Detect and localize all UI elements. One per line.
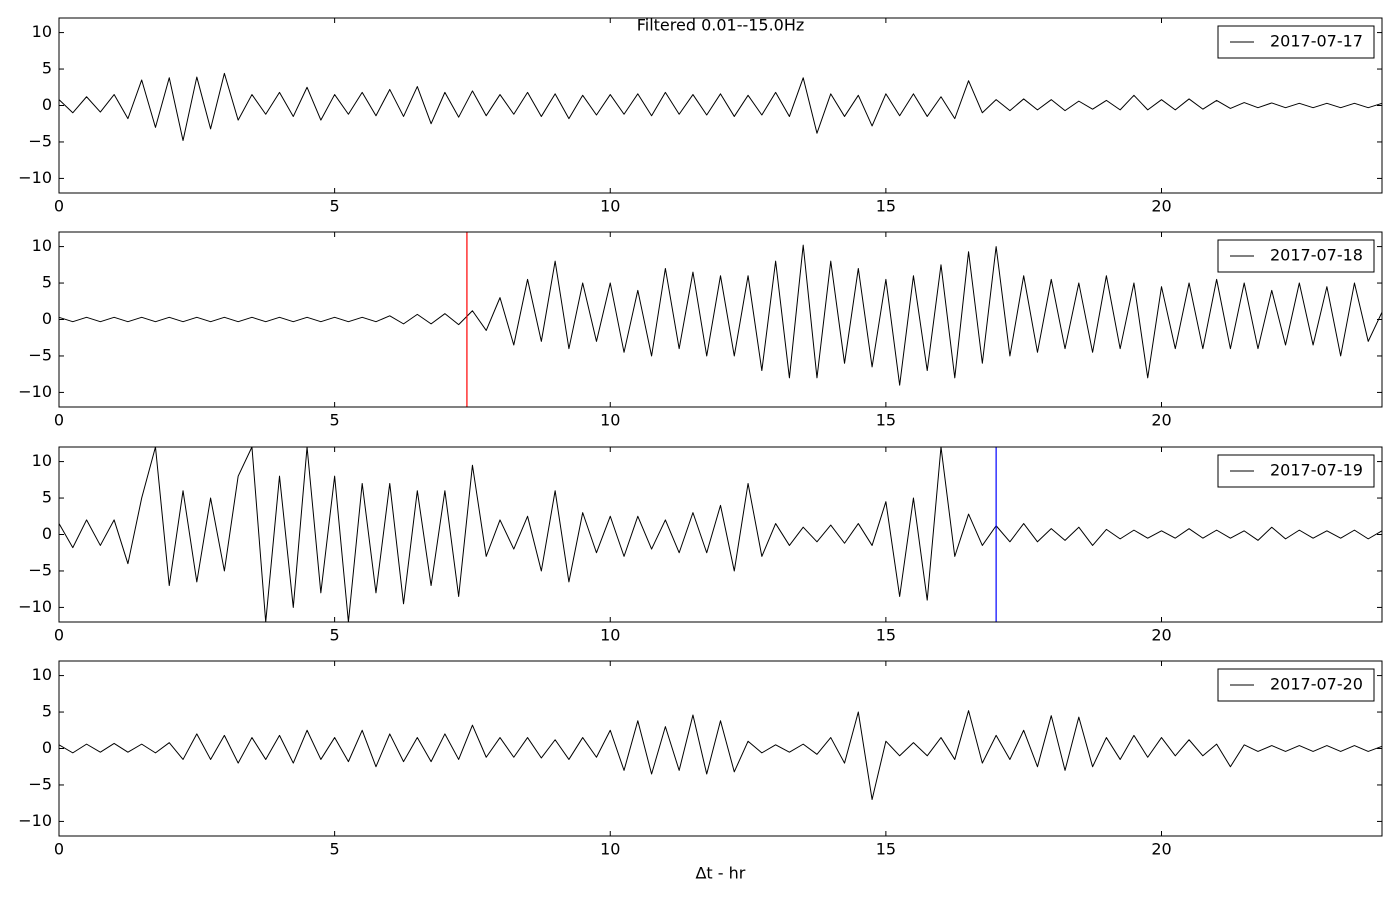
waveform: [58, 446, 1383, 623]
y-tick-label: 10: [32, 22, 52, 41]
y-tick-label: −10: [18, 811, 52, 830]
y-tick-label: −5: [28, 560, 52, 579]
y-tick-label: −5: [28, 345, 52, 364]
legend-label: 2017-07-20: [1270, 675, 1363, 694]
x-tick-label: 10: [600, 411, 620, 430]
y-tick-label: −10: [18, 168, 52, 187]
x-tick-label: 20: [1151, 411, 1171, 430]
x-tick-label: 15: [876, 197, 896, 216]
x-tick-label: 0: [54, 626, 64, 645]
waveform: [58, 72, 1383, 141]
y-tick-label: −10: [18, 597, 52, 616]
y-tick-label: 5: [42, 488, 52, 507]
y-tick-label: 10: [32, 236, 52, 255]
y-tick-label: −10: [18, 382, 52, 401]
x-tick-label: 0: [54, 840, 64, 859]
x-axis-label: ∆t - hr: [695, 864, 746, 883]
y-tick-label: 0: [42, 309, 52, 328]
legend-label: 2017-07-19: [1270, 461, 1363, 480]
axes-frame: [58, 660, 1383, 837]
y-tick-label: 10: [32, 665, 52, 684]
x-tick-label: 0: [54, 411, 64, 430]
x-tick-label: 5: [330, 840, 340, 859]
y-tick-label: 10: [32, 451, 52, 470]
axes-frame: [58, 17, 1383, 194]
legend-label: 2017-07-17: [1270, 32, 1363, 51]
x-tick-label: 10: [600, 197, 620, 216]
waveform: [58, 710, 1383, 801]
x-tick-label: 15: [876, 840, 896, 859]
x-tick-label: 5: [330, 411, 340, 430]
x-tick-label: 5: [330, 197, 340, 216]
y-tick-label: 5: [42, 59, 52, 78]
x-tick-label: 15: [876, 411, 896, 430]
y-tick-label: 5: [42, 702, 52, 721]
chart-title: Filtered 0.01--15.0Hz: [637, 16, 805, 35]
y-tick-label: 5: [42, 273, 52, 292]
y-tick-label: −5: [28, 131, 52, 150]
y-tick-label: 0: [42, 524, 52, 543]
legend-label: 2017-07-18: [1270, 246, 1363, 265]
x-tick-label: 20: [1151, 840, 1171, 859]
waveform: [58, 244, 1383, 386]
y-tick-label: −5: [28, 774, 52, 793]
x-tick-label: 10: [600, 626, 620, 645]
x-tick-label: 20: [1151, 197, 1171, 216]
y-tick-label: 0: [42, 738, 52, 757]
x-tick-label: 10: [600, 840, 620, 859]
x-tick-label: 5: [330, 626, 340, 645]
x-tick-label: 20: [1151, 626, 1171, 645]
x-tick-label: 15: [876, 626, 896, 645]
x-tick-label: 0: [54, 197, 64, 216]
axes-frame: [58, 446, 1383, 623]
legend-box: [1217, 668, 1375, 702]
y-tick-label: 0: [42, 95, 52, 114]
